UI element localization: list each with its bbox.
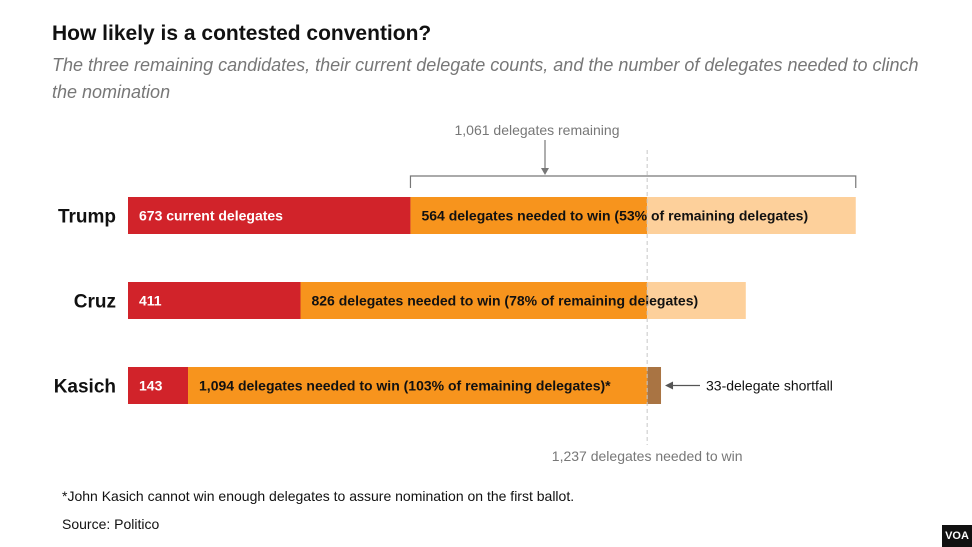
bar-label-needed-trump: 564 delegates needed to win (53% of rema… bbox=[421, 208, 808, 224]
bar-label-needed-cruz: 826 delegates needed to win (78% of rema… bbox=[311, 293, 698, 309]
bar-remaining-trump bbox=[647, 197, 856, 234]
threshold-label: 1,237 delegates needed to win bbox=[552, 448, 743, 464]
bar-current-cruz bbox=[128, 282, 301, 319]
bar-label-current-trump: 673 current delegates bbox=[139, 208, 283, 224]
bar-current-trump bbox=[128, 197, 411, 234]
bar-needed-cruz bbox=[300, 282, 648, 319]
bar-shortfall-kasich bbox=[647, 367, 662, 404]
bar-label-current-cruz: 411 bbox=[139, 293, 162, 309]
chart-subtitle: The three remaining candidates, their cu… bbox=[52, 55, 919, 102]
shortfall-label: 33-delegate shortfall bbox=[706, 378, 833, 394]
bar-label-current-kasich: 143 bbox=[139, 378, 163, 394]
remaining-label: 1,061 delegates remaining bbox=[454, 122, 619, 138]
bar-needed-trump bbox=[410, 197, 648, 234]
chart-title: How likely is a contested convention? bbox=[52, 22, 432, 45]
source-note: Source: Politico bbox=[62, 516, 160, 532]
remaining-bracket bbox=[409, 175, 857, 188]
footnote: *John Kasich cannot win enough delegates… bbox=[62, 488, 575, 504]
bar-remaining-cruz bbox=[647, 282, 746, 319]
category-label-trump: Trump bbox=[58, 207, 116, 228]
bar-label-needed-kasich: 1,094 delegates needed to win (103% of r… bbox=[199, 378, 611, 394]
voa-logo: VOA bbox=[942, 525, 972, 547]
shortfall-arrow-head bbox=[665, 381, 674, 390]
bar-needed-kasich bbox=[188, 367, 648, 404]
bar-current-kasich bbox=[128, 367, 189, 404]
remaining-arrow-head bbox=[541, 168, 549, 175]
category-label-cruz: Cruz bbox=[74, 292, 116, 313]
category-label-kasich: Kasich bbox=[54, 377, 116, 398]
